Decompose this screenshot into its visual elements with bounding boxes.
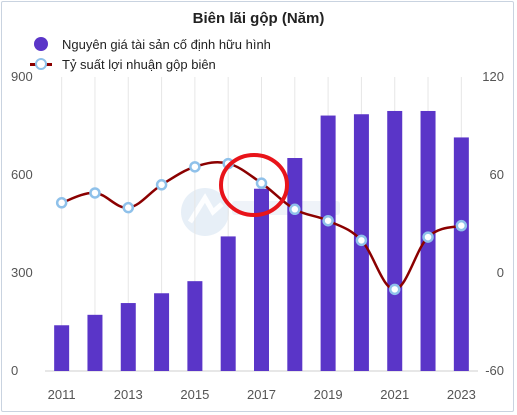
line-point-2013[interactable] bbox=[122, 201, 135, 214]
line-point-2023[interactable] bbox=[455, 219, 468, 232]
line-point-2012[interactable] bbox=[89, 187, 101, 199]
bar-2018[interactable] bbox=[287, 158, 303, 371]
bar-2014[interactable] bbox=[154, 293, 170, 371]
y-left-tick-label: 600 bbox=[11, 167, 33, 182]
x-tick-label: 2011 bbox=[48, 387, 76, 402]
x-tick-label: 2013 bbox=[114, 387, 143, 402]
y-right-tick-label: 120 bbox=[482, 69, 504, 84]
line-point-2019[interactable] bbox=[322, 214, 334, 227]
line-point-2017[interactable] bbox=[255, 177, 268, 189]
bar-2016[interactable] bbox=[220, 236, 236, 371]
chart-title: Biên lãi gộp (Năm) bbox=[192, 10, 325, 27]
y-right-tick-label: -60 bbox=[485, 363, 504, 378]
line-point-2018[interactable] bbox=[289, 203, 301, 216]
bar-2012[interactable] bbox=[87, 314, 103, 371]
y-left-tick-label: 300 bbox=[11, 265, 33, 280]
x-tick-label: 2023 bbox=[447, 387, 476, 402]
line-point-2020[interactable] bbox=[355, 234, 368, 247]
y-left-tick-label: 0 bbox=[11, 363, 18, 378]
line-point-2014[interactable] bbox=[155, 179, 168, 191]
y-left-tick-label: 900 bbox=[11, 69, 33, 84]
highlight-circle-annotation bbox=[219, 153, 289, 217]
legend-item-line[interactable]: Tỷ suất lợi nhuận gộp biên bbox=[30, 56, 216, 72]
legend-line-swatch-icon bbox=[30, 56, 52, 72]
legend-bar-swatch-icon bbox=[30, 36, 52, 52]
bar-2021[interactable] bbox=[387, 110, 403, 372]
bar-2011[interactable] bbox=[54, 325, 70, 371]
line-point-2021[interactable] bbox=[388, 283, 401, 296]
bar-2023[interactable] bbox=[453, 137, 469, 371]
legend-item-bars[interactable]: Nguyên giá tài sản cố định hữu hình bbox=[30, 36, 271, 52]
line-point-2022[interactable] bbox=[422, 231, 434, 243]
line-point-2011[interactable] bbox=[55, 197, 68, 209]
x-tick-label: 2017 bbox=[247, 387, 276, 402]
y-right-tick-label: 60 bbox=[490, 167, 504, 182]
legend-label-bars: Nguyên giá tài sản cố định hữu hình bbox=[62, 36, 271, 52]
line-point-2015[interactable] bbox=[189, 161, 201, 173]
x-tick-label: 2019 bbox=[314, 387, 343, 402]
bar-2015[interactable] bbox=[187, 281, 203, 371]
legend-label-line: Tỷ suất lợi nhuận gộp biên bbox=[62, 56, 216, 72]
x-tick-label: 2015 bbox=[180, 387, 209, 402]
bar-2017[interactable] bbox=[254, 188, 269, 371]
bar-2019[interactable] bbox=[320, 115, 336, 372]
bar-2013[interactable] bbox=[120, 303, 136, 371]
y-right-tick-label: 0 bbox=[497, 265, 504, 280]
x-tick-label: 2021 bbox=[380, 387, 409, 402]
